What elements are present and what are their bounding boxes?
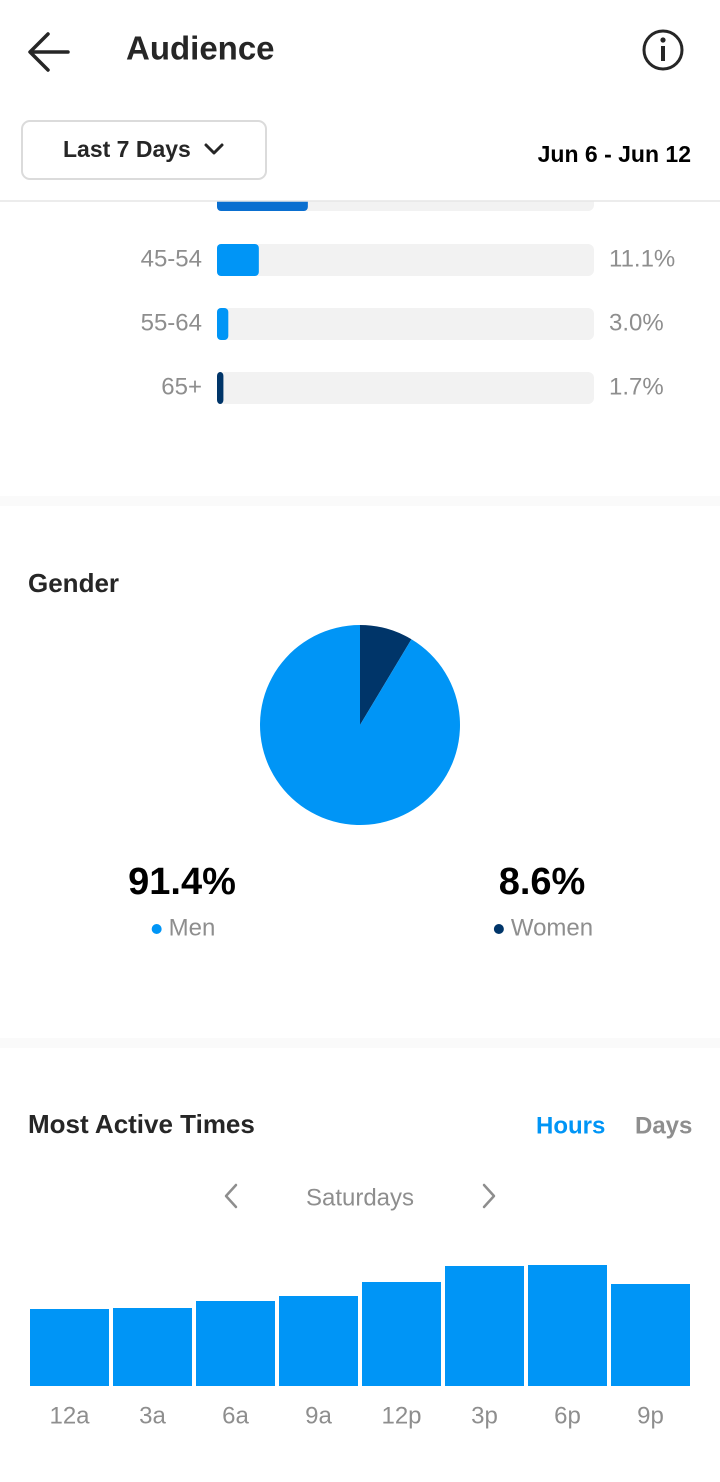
next-day[interactable] xyxy=(482,1183,496,1209)
x-tick-label: 6p xyxy=(554,1402,581,1429)
gender-pie: 91.4% Men 8.6% Women xyxy=(128,625,593,941)
bar xyxy=(217,308,229,340)
bar xyxy=(279,1296,358,1386)
legend-dot xyxy=(151,924,162,934)
section-title: Gender xyxy=(28,568,119,598)
page-title: Audience xyxy=(126,30,275,67)
active-times-chart: 12a 3a 6a 9a 12p 3p 6p 9p xyxy=(30,1265,690,1429)
back-button[interactable] xyxy=(28,32,70,72)
x-tick-label: 3a xyxy=(139,1402,166,1429)
legend-dot xyxy=(493,924,504,934)
value-label: 24.1% xyxy=(609,180,677,207)
x-tick-label: 3p xyxy=(471,1402,498,1429)
x-tick-label: 12p xyxy=(381,1402,421,1429)
age-label: 55-64 xyxy=(141,309,202,336)
bar xyxy=(611,1284,690,1386)
pie-slice xyxy=(360,625,412,725)
x-tick-label: 6a xyxy=(222,1402,249,1429)
bar xyxy=(30,1309,109,1386)
bar xyxy=(217,201,308,211)
legend-label: Women xyxy=(511,914,593,941)
value-label: 3.0% xyxy=(609,309,664,336)
tab-hours[interactable]: Hours xyxy=(536,1112,605,1139)
age-chart: 35-44 24.1% 45-54 11.1% 55-64 3.0% 65+ 1.7% xyxy=(141,180,677,404)
bar xyxy=(196,1301,275,1386)
percent-label: 8.6% xyxy=(499,861,586,903)
value-label: 11.1% xyxy=(609,245,675,272)
section-title: Most Active Times xyxy=(28,1109,255,1139)
age-label: 35-44 xyxy=(141,180,202,207)
day-label: Saturdays xyxy=(306,1184,414,1211)
pie-slice xyxy=(260,625,460,825)
x-tick-label: 9a xyxy=(305,1402,332,1429)
tab-days[interactable]: Days xyxy=(635,1112,692,1139)
bar xyxy=(217,244,259,276)
legend-label: Men xyxy=(169,914,216,941)
percent-label: 91.4% xyxy=(128,861,236,903)
date-range: Jun 6 - Jun 12 xyxy=(538,141,691,167)
x-tick-label: 9p xyxy=(637,1402,664,1429)
range-label: Last 7 Days xyxy=(63,136,191,162)
bar xyxy=(362,1282,441,1386)
value-label: 1.7% xyxy=(609,373,664,400)
bar xyxy=(113,1308,192,1386)
bar-track xyxy=(217,244,594,276)
bar xyxy=(528,1265,607,1386)
prev-day[interactable] xyxy=(224,1183,238,1209)
bar-track xyxy=(217,201,594,211)
section-divider xyxy=(0,1038,720,1048)
section-divider xyxy=(0,496,720,506)
bar-track xyxy=(217,372,594,404)
bar xyxy=(217,372,224,404)
age-label: 65+ xyxy=(161,373,202,400)
x-tick-label: 12a xyxy=(49,1402,90,1429)
bar-track xyxy=(217,308,594,340)
age-label: 45-54 xyxy=(141,245,202,272)
range-button[interactable]: Last 7 Days xyxy=(21,120,267,180)
bar xyxy=(445,1266,524,1386)
info-button[interactable] xyxy=(642,29,684,71)
